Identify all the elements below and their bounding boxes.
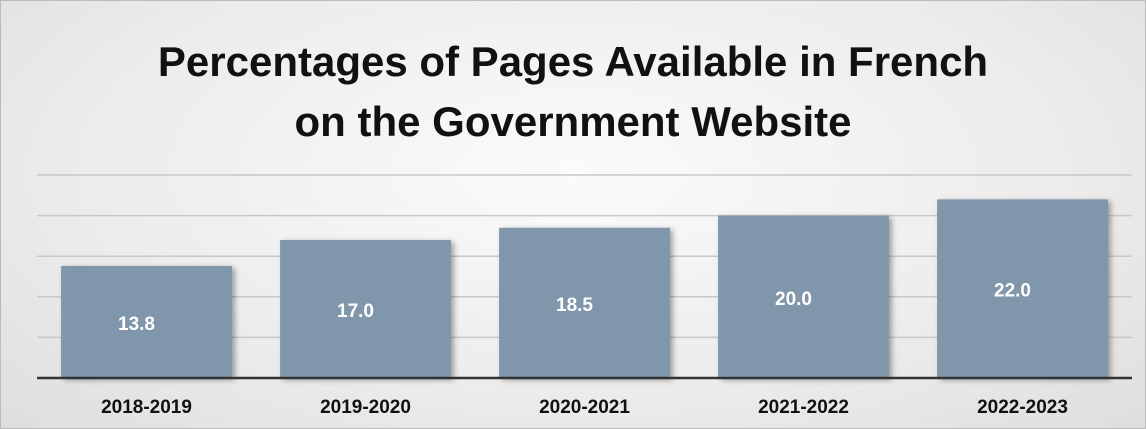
x-tick-label: 2019-2020 bbox=[320, 397, 411, 418]
bar bbox=[499, 227, 670, 378]
value-label: 18.5 bbox=[556, 295, 593, 316]
x-tick-label: 2022-2023 bbox=[977, 397, 1068, 418]
bar bbox=[937, 199, 1108, 378]
bar bbox=[718, 215, 889, 378]
chart-title: Percentages of Pages Available in French… bbox=[157, 38, 989, 145]
value-label: 22.0 bbox=[994, 281, 1031, 302]
value-label: 17.0 bbox=[337, 301, 374, 322]
value-label: 13.8 bbox=[118, 314, 155, 335]
bar bbox=[280, 239, 451, 378]
x-tick-label: 2021-2022 bbox=[758, 397, 849, 418]
x-tick-label: 2020-2021 bbox=[539, 397, 630, 418]
x-tick-label: 2018-2019 bbox=[101, 397, 192, 418]
bar bbox=[61, 265, 232, 378]
value-label: 20.0 bbox=[775, 289, 812, 310]
